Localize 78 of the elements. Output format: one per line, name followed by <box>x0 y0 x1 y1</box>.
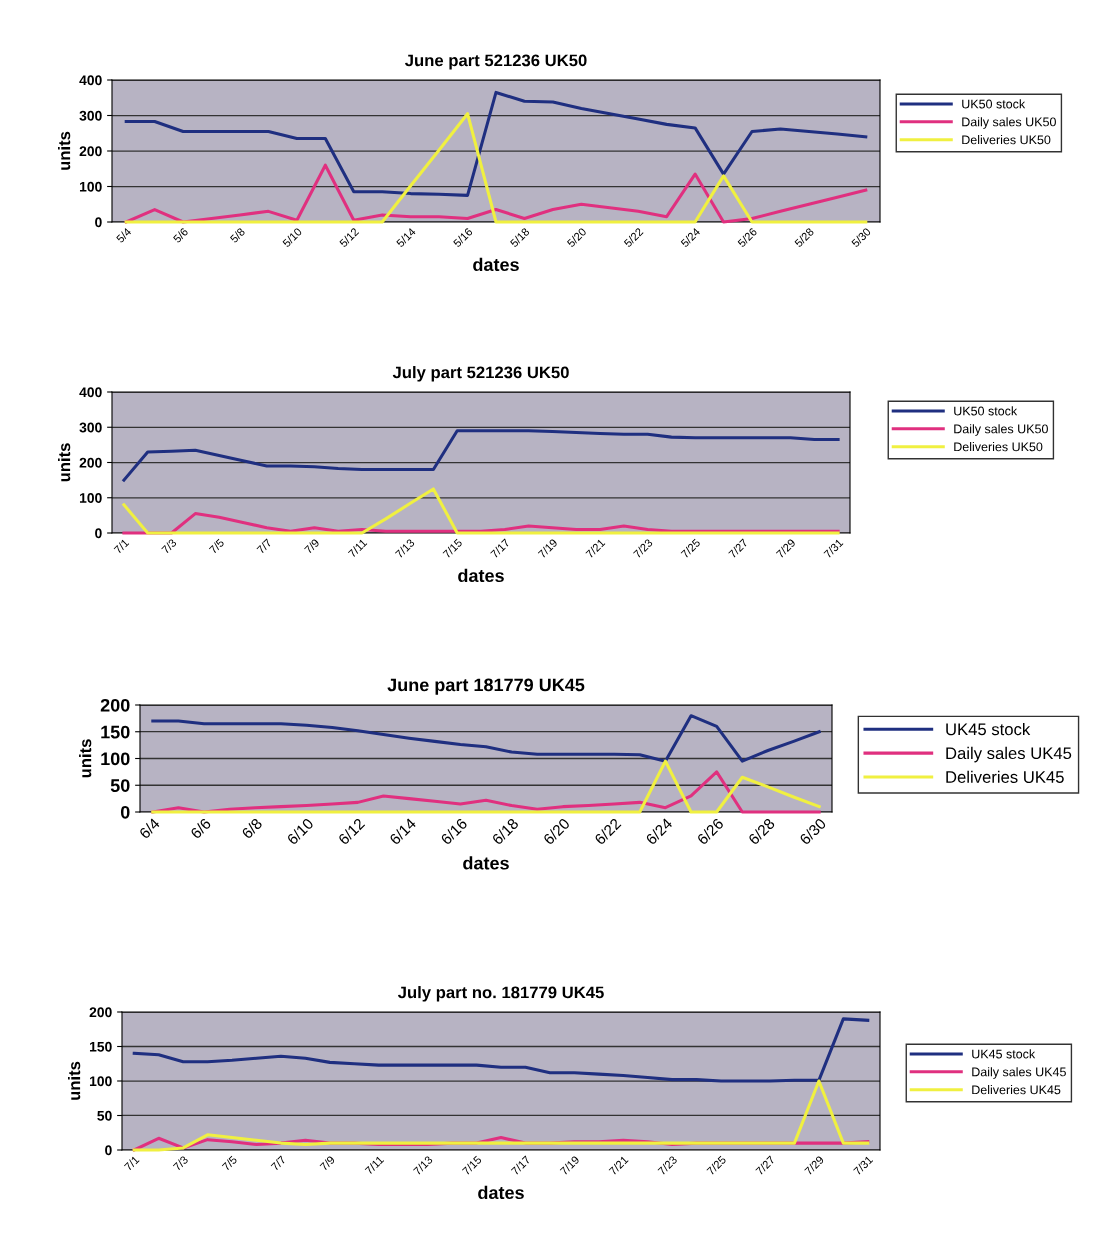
x-tick-label: 6/10 <box>286 817 315 846</box>
y-tick-label: 200 <box>79 457 102 468</box>
chart-title: July part no. 181779 UK45 <box>397 986 604 1002</box>
y-tick-label: 50 <box>110 779 130 792</box>
y-tick-label: 200 <box>100 698 130 712</box>
x-tick-label: 7/9 <box>303 538 320 555</box>
y-axis-title: units <box>68 1061 81 1100</box>
legend-label: UK50 stock <box>962 99 1026 109</box>
legend-label: Deliveries UK45 <box>946 770 1064 783</box>
y-tick-label: 100 <box>79 493 102 503</box>
x-tick-label: 7/21 <box>608 1155 629 1176</box>
y-tick-label: 300 <box>79 110 102 121</box>
x-tick-label: 7/31 <box>852 1155 874 1176</box>
x-axis-title: dates <box>478 1185 524 1200</box>
legend-label: Daily sales UK45 <box>946 746 1072 763</box>
y-tick-label: 100 <box>89 1076 112 1087</box>
chart-title: June part 521236 UK50 <box>405 54 587 70</box>
x-tick-label: 6/20 <box>542 817 571 846</box>
x-tick-label: 6/22 <box>593 817 622 846</box>
x-tick-label: 6/18 <box>491 817 520 846</box>
x-tick-label: 6/6 <box>189 817 212 840</box>
x-tick-label: 6/8 <box>240 817 263 840</box>
y-tick-label: 0 <box>95 217 102 228</box>
y-tick-label: 0 <box>95 528 102 539</box>
x-tick-label: 7/21 <box>585 538 606 559</box>
x-axis-title: dates <box>458 568 504 583</box>
y-tick-label: 100 <box>101 752 130 766</box>
x-axis-title: dates <box>473 257 519 272</box>
legend-label: Deliveries UK50 <box>954 442 1043 452</box>
x-tick-label: 7/7 <box>270 1155 287 1172</box>
x-tick-label: 6/26 <box>696 817 725 846</box>
x-tick-label: 6/16 <box>439 817 468 846</box>
legend-label: UK45 stock <box>972 1049 1036 1059</box>
x-tick-label: 7/1 <box>123 1155 140 1172</box>
x-tick-label: 7/15 <box>442 538 463 559</box>
y-tick-label: 150 <box>101 725 130 739</box>
y-axis-title: units <box>58 443 71 482</box>
x-tick-label: 7/5 <box>208 538 225 555</box>
y-tick-label: 100 <box>79 181 102 192</box>
x-tick-label: 7/25 <box>680 538 701 559</box>
x-tick-label: 7/23 <box>657 1155 678 1176</box>
y-tick-label: 200 <box>79 146 102 157</box>
x-tick-label: 7/31 <box>823 538 844 559</box>
x-tick-label: 7/3 <box>161 538 177 555</box>
y-axis-title: units <box>79 739 92 778</box>
x-tick-label: 7/7 <box>256 538 273 555</box>
x-axis-title: dates <box>463 856 509 870</box>
y-axis-title: units <box>58 131 71 170</box>
y-tick-label: 400 <box>79 75 102 86</box>
legend-label: UK50 stock <box>954 406 1018 416</box>
chart-title: June part 181779 UK45 <box>387 678 585 695</box>
legend-label: UK45 stock <box>946 723 1031 736</box>
x-tick-label: 7/11 <box>347 538 368 558</box>
y-tick-label: 150 <box>89 1041 112 1052</box>
x-tick-label: 7/9 <box>319 1155 336 1172</box>
x-tick-label: 5/8 <box>229 227 246 244</box>
y-tick-label: 200 <box>89 1007 112 1018</box>
legend-label: Deliveries UK50 <box>962 135 1051 145</box>
y-tick-label: 0 <box>120 805 130 819</box>
legend-label: Daily sales UK50 <box>954 424 1048 436</box>
x-tick-label: 6/28 <box>747 817 776 846</box>
legend-label: Daily sales UK45 <box>972 1067 1066 1079</box>
chart-title: July part 521236 UK50 <box>392 366 569 382</box>
x-tick-label: 7/1 <box>113 538 130 555</box>
x-tick-label: 6/30 <box>798 817 827 846</box>
x-tick-label: 7/5 <box>221 1155 238 1172</box>
y-tick-label: 300 <box>79 422 102 433</box>
x-tick-label: 5/6 <box>172 227 189 244</box>
x-tick-label: 7/3 <box>172 1155 189 1172</box>
x-tick-label: 6/12 <box>337 817 366 846</box>
y-tick-label: 50 <box>97 1110 112 1121</box>
x-tick-label: 5/4 <box>115 227 132 244</box>
x-tick-label: 7/11 <box>364 1155 385 1175</box>
x-tick-label: 6/4 <box>138 817 161 840</box>
y-tick-label: 400 <box>79 387 102 398</box>
legend-label: Deliveries UK45 <box>972 1085 1061 1095</box>
legend-label: Daily sales UK50 <box>962 117 1056 129</box>
y-tick-label: 0 <box>105 1145 112 1156</box>
